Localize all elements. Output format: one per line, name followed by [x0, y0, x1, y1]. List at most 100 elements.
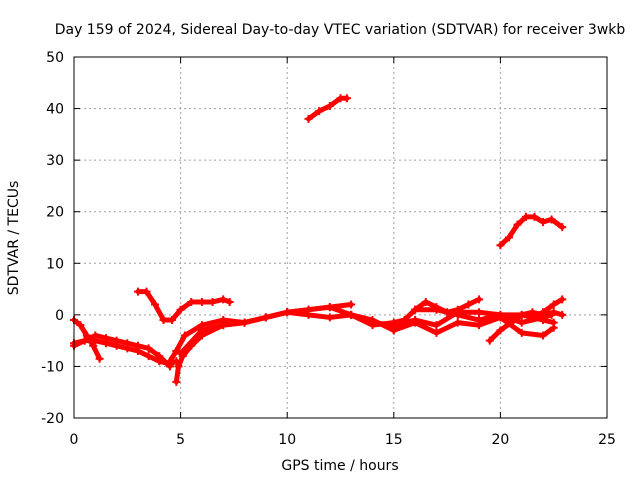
data-point-marker	[547, 215, 556, 224]
y-tick-label: -10	[41, 359, 64, 375]
plot-area	[70, 94, 567, 386]
data-point-marker	[558, 223, 567, 232]
data-point-marker	[176, 305, 185, 314]
y-axis-label: SDTVAR / TECUs	[6, 181, 22, 296]
data-point-marker	[347, 310, 356, 319]
data-point-marker	[155, 357, 164, 366]
data-point-marker	[151, 300, 160, 309]
data-point-marker	[549, 323, 558, 332]
series-track-h	[304, 94, 351, 123]
data-point-marker	[496, 326, 505, 335]
y-tick-label: 40	[46, 102, 64, 118]
data-point-marker	[123, 344, 132, 353]
x-tick-label: 25	[598, 432, 616, 448]
data-point-marker	[219, 321, 228, 330]
data-point-marker	[539, 308, 548, 317]
data-point-marker	[342, 94, 351, 103]
y-tick-label: 30	[46, 153, 64, 169]
data-point-marker	[549, 308, 558, 317]
x-tick-label: 5	[176, 432, 185, 448]
data-point-marker	[144, 352, 153, 361]
series-track-j	[389, 313, 558, 340]
y-tick-label: 50	[46, 50, 64, 66]
series-track-d	[133, 287, 234, 325]
data-point-marker	[432, 328, 441, 337]
data-point-marker	[240, 318, 249, 327]
data-point-marker	[76, 321, 85, 330]
y-tick-label: 20	[46, 205, 64, 221]
data-point-marker	[180, 331, 189, 340]
y-tick-label: 10	[46, 256, 64, 272]
data-point-marker	[475, 295, 484, 304]
data-point-marker	[208, 297, 217, 306]
chart-title: Day 159 of 2024, Sidereal Day-to-day VTE…	[55, 22, 626, 38]
data-point-marker	[517, 318, 526, 327]
data-point-marker	[521, 212, 530, 221]
data-point-marker	[389, 318, 398, 327]
series-track-line	[71, 332, 173, 369]
data-point-marker	[421, 297, 430, 306]
x-axis-label: GPS time / hours	[281, 458, 398, 474]
data-point-marker	[400, 316, 409, 325]
data-point-marker	[528, 313, 537, 322]
series-track-line	[529, 296, 565, 320]
data-point-marker	[389, 326, 398, 335]
series-track-m	[496, 212, 567, 250]
data-point-marker	[165, 357, 174, 366]
data-point-marker	[530, 212, 539, 221]
data-point-marker	[464, 300, 473, 309]
data-point-marker	[432, 321, 441, 330]
data-point-marker	[80, 336, 89, 345]
x-tick-label: 10	[278, 432, 296, 448]
data-point-marker	[95, 354, 104, 363]
plot-border	[73, 56, 608, 419]
data-point-marker	[187, 297, 196, 306]
data-point-marker	[133, 287, 142, 296]
data-point-marker	[172, 346, 181, 355]
data-point-marker	[517, 310, 526, 319]
data-point-marker	[539, 218, 548, 227]
data-point-marker	[172, 377, 181, 386]
x-axis: 0 5 10 15 20 25	[70, 57, 616, 448]
data-point-marker	[133, 346, 142, 355]
x-tick-label: 0	[70, 432, 79, 448]
data-point-marker	[168, 316, 177, 325]
series-track-line	[173, 309, 555, 385]
data-point-marker	[174, 362, 183, 371]
y-tick-label: 0	[55, 308, 64, 324]
x-tick-label: 20	[491, 432, 509, 448]
series-track-k	[411, 295, 484, 317]
data-point-marker	[304, 305, 313, 314]
data-point-marker	[539, 331, 548, 340]
data-point-marker	[101, 339, 110, 348]
data-point-marker	[197, 297, 206, 306]
x-tick-label: 15	[385, 432, 403, 448]
data-point-marker	[507, 318, 516, 327]
data-point-marker	[558, 310, 567, 319]
data-point-marker	[159, 316, 168, 325]
data-point-marker	[261, 313, 270, 322]
data-point-marker	[496, 313, 505, 322]
data-point-marker	[368, 321, 377, 330]
data-point-marker	[325, 101, 334, 110]
data-point-marker	[475, 321, 484, 330]
data-point-marker	[496, 241, 505, 250]
data-point-marker	[91, 336, 100, 345]
data-point-marker	[411, 318, 420, 327]
data-point-marker	[304, 114, 313, 123]
data-point-marker	[315, 107, 324, 116]
data-point-marker	[453, 305, 462, 314]
data-point-marker	[325, 313, 334, 322]
data-point-marker	[475, 308, 484, 317]
data-point-marker	[443, 308, 452, 317]
data-point-marker	[144, 344, 153, 353]
data-point-marker	[549, 300, 558, 309]
data-point-marker	[219, 295, 228, 304]
data-point-marker	[347, 300, 356, 309]
data-point-marker	[432, 303, 441, 312]
data-point-marker	[225, 297, 234, 306]
data-point-marker	[197, 326, 206, 335]
series-track-l	[485, 308, 567, 345]
